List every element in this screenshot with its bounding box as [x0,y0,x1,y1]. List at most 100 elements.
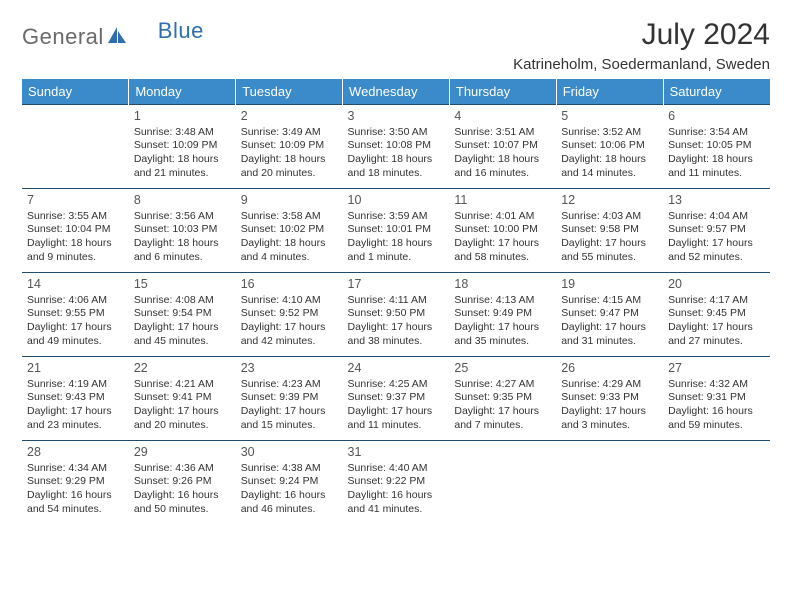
sunrise-text: Sunrise: 4:15 AM [561,294,658,308]
day-number: 23 [241,360,338,377]
calendar-cell: 19Sunrise: 4:15 AMSunset: 9:47 PMDayligh… [556,273,663,357]
calendar-table: Sunday Monday Tuesday Wednesday Thursday… [22,79,770,521]
calendar-cell: 22Sunrise: 4:21 AMSunset: 9:41 PMDayligh… [129,357,236,441]
weekday-header: Saturday [663,79,770,105]
sunrise-text: Sunrise: 3:52 AM [561,126,658,140]
brand-logo: General Blue [22,18,204,50]
daylight-text: Daylight: 17 hours and 3 minutes. [561,405,658,433]
calendar-cell: 10Sunrise: 3:59 AMSunset: 10:01 PMDaylig… [343,189,450,273]
weekday-header: Monday [129,79,236,105]
sunset-text: Sunset: 9:45 PM [668,307,765,321]
calendar-row: 28Sunrise: 4:34 AMSunset: 9:29 PMDayligh… [22,441,770,521]
sunrise-text: Sunrise: 3:51 AM [454,126,551,140]
day-number: 12 [561,192,658,209]
page-title: July 2024 [513,18,770,52]
sunrise-text: Sunrise: 3:58 AM [241,210,338,224]
sunset-text: Sunset: 10:07 PM [454,139,551,153]
daylight-text: Daylight: 16 hours and 46 minutes. [241,489,338,517]
daylight-text: Daylight: 16 hours and 41 minutes. [348,489,445,517]
sunset-text: Sunset: 10:04 PM [27,223,124,237]
sunrise-text: Sunrise: 3:55 AM [27,210,124,224]
daylight-text: Daylight: 18 hours and 1 minute. [348,237,445,265]
day-number: 9 [241,192,338,209]
sunset-text: Sunset: 9:52 PM [241,307,338,321]
sunset-text: Sunset: 9:33 PM [561,391,658,405]
day-number: 27 [668,360,765,377]
daylight-text: Daylight: 17 hours and 45 minutes. [134,321,231,349]
day-number: 20 [668,276,765,293]
day-number: 8 [134,192,231,209]
day-number: 21 [27,360,124,377]
day-number: 15 [134,276,231,293]
day-number: 2 [241,108,338,125]
sail-icon [106,25,128,50]
daylight-text: Daylight: 17 hours and 11 minutes. [348,405,445,433]
sunrise-text: Sunrise: 4:04 AM [668,210,765,224]
calendar-cell [663,441,770,521]
calendar-cell: 2Sunrise: 3:49 AMSunset: 10:09 PMDayligh… [236,105,343,189]
daylight-text: Daylight: 18 hours and 4 minutes. [241,237,338,265]
calendar-cell: 26Sunrise: 4:29 AMSunset: 9:33 PMDayligh… [556,357,663,441]
calendar-cell: 11Sunrise: 4:01 AMSunset: 10:00 PMDaylig… [449,189,556,273]
calendar-cell: 12Sunrise: 4:03 AMSunset: 9:58 PMDayligh… [556,189,663,273]
day-number: 13 [668,192,765,209]
sunrise-text: Sunrise: 4:03 AM [561,210,658,224]
daylight-text: Daylight: 16 hours and 54 minutes. [27,489,124,517]
brand-text-blue: Blue [158,18,204,44]
day-number: 6 [668,108,765,125]
sunset-text: Sunset: 9:43 PM [27,391,124,405]
sunrise-text: Sunrise: 3:59 AM [348,210,445,224]
calendar-cell: 20Sunrise: 4:17 AMSunset: 9:45 PMDayligh… [663,273,770,357]
calendar-cell: 21Sunrise: 4:19 AMSunset: 9:43 PMDayligh… [22,357,129,441]
sunset-text: Sunset: 9:29 PM [27,475,124,489]
sunrise-text: Sunrise: 4:17 AM [668,294,765,308]
day-number: 26 [561,360,658,377]
sunrise-text: Sunrise: 4:21 AM [134,378,231,392]
header: General Blue July 2024 Katrineholm, Soed… [22,18,770,73]
daylight-text: Daylight: 17 hours and 38 minutes. [348,321,445,349]
sunset-text: Sunset: 9:49 PM [454,307,551,321]
calendar-cell: 8Sunrise: 3:56 AMSunset: 10:03 PMDayligh… [129,189,236,273]
sunset-text: Sunset: 9:41 PM [134,391,231,405]
location-label: Katrineholm, Soedermanland, Sweden [513,56,770,73]
calendar-cell: 17Sunrise: 4:11 AMSunset: 9:50 PMDayligh… [343,273,450,357]
sunset-text: Sunset: 9:47 PM [561,307,658,321]
sunset-text: Sunset: 9:55 PM [27,307,124,321]
day-number: 11 [454,192,551,209]
day-number: 25 [454,360,551,377]
calendar-cell: 3Sunrise: 3:50 AMSunset: 10:08 PMDayligh… [343,105,450,189]
daylight-text: Daylight: 18 hours and 20 minutes. [241,153,338,181]
sunset-text: Sunset: 9:26 PM [134,475,231,489]
day-number: 29 [134,444,231,461]
daylight-text: Daylight: 18 hours and 18 minutes. [348,153,445,181]
day-number: 24 [348,360,445,377]
daylight-text: Daylight: 17 hours and 7 minutes. [454,405,551,433]
sunrise-text: Sunrise: 4:34 AM [27,462,124,476]
calendar-row: 14Sunrise: 4:06 AMSunset: 9:55 PMDayligh… [22,273,770,357]
calendar-cell: 24Sunrise: 4:25 AMSunset: 9:37 PMDayligh… [343,357,450,441]
daylight-text: Daylight: 18 hours and 6 minutes. [134,237,231,265]
weekday-header: Friday [556,79,663,105]
day-number: 18 [454,276,551,293]
daylight-text: Daylight: 17 hours and 20 minutes. [134,405,231,433]
sunset-text: Sunset: 9:24 PM [241,475,338,489]
weekday-header-row: Sunday Monday Tuesday Wednesday Thursday… [22,79,770,105]
sunrise-text: Sunrise: 4:19 AM [27,378,124,392]
daylight-text: Daylight: 17 hours and 35 minutes. [454,321,551,349]
sunset-text: Sunset: 9:31 PM [668,391,765,405]
day-number: 16 [241,276,338,293]
day-number: 28 [27,444,124,461]
sunrise-text: Sunrise: 4:27 AM [454,378,551,392]
day-number: 14 [27,276,124,293]
sunset-text: Sunset: 9:22 PM [348,475,445,489]
daylight-text: Daylight: 18 hours and 11 minutes. [668,153,765,181]
calendar-cell: 6Sunrise: 3:54 AMSunset: 10:05 PMDayligh… [663,105,770,189]
calendar-cell: 28Sunrise: 4:34 AMSunset: 9:29 PMDayligh… [22,441,129,521]
daylight-text: Daylight: 18 hours and 14 minutes. [561,153,658,181]
sunset-text: Sunset: 10:00 PM [454,223,551,237]
daylight-text: Daylight: 18 hours and 16 minutes. [454,153,551,181]
calendar-cell: 27Sunrise: 4:32 AMSunset: 9:31 PMDayligh… [663,357,770,441]
calendar-cell: 9Sunrise: 3:58 AMSunset: 10:02 PMDayligh… [236,189,343,273]
daylight-text: Daylight: 17 hours and 58 minutes. [454,237,551,265]
sunset-text: Sunset: 10:01 PM [348,223,445,237]
